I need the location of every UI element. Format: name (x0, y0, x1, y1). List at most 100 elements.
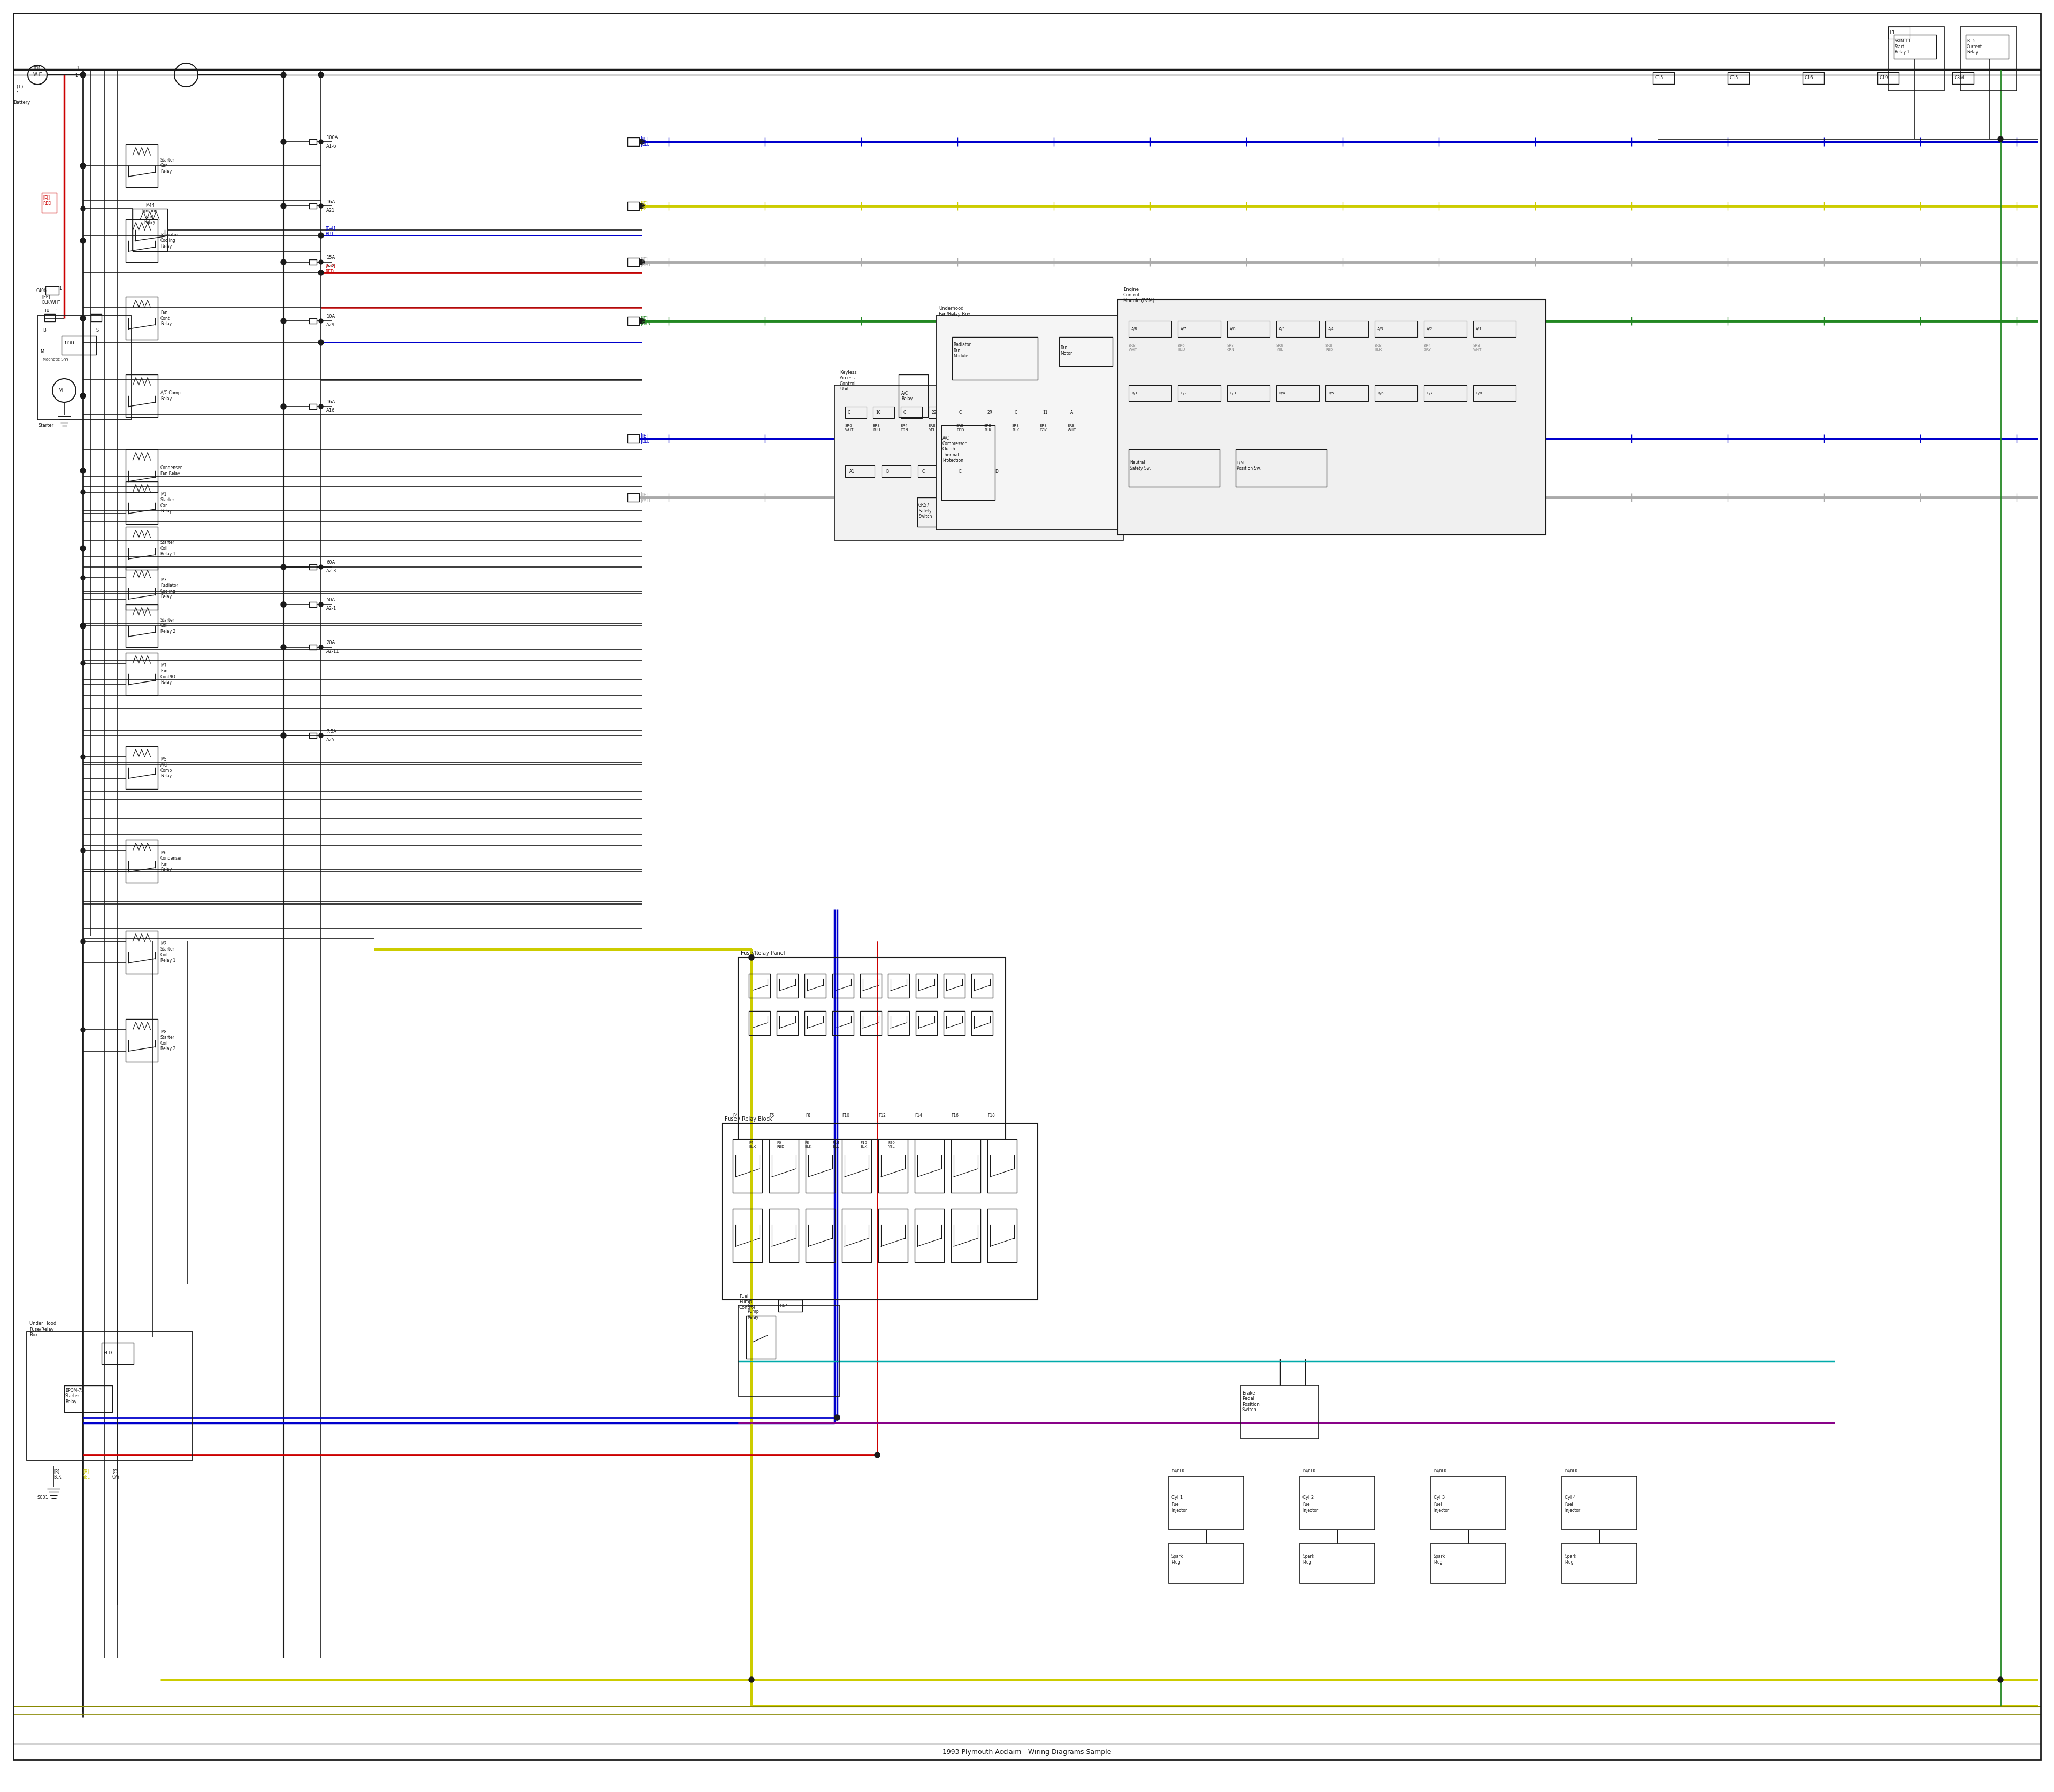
Text: B/6: B/6 (1378, 392, 1384, 394)
Text: A25: A25 (327, 737, 335, 742)
Bar (805, 1140, 836, 1193)
Bar (887, 1011, 910, 1036)
Text: Cyl 1: Cyl 1 (1171, 1495, 1183, 1500)
Text: 20A: 20A (327, 640, 335, 645)
Text: A/4: A/4 (1329, 328, 1335, 330)
Bar (1966, 34, 2009, 59)
Text: Underhood
Fan/Relay Box: Underhood Fan/Relay Box (939, 306, 969, 317)
Bar (1128, 321, 1171, 337)
Circle shape (639, 319, 645, 324)
Bar (125, 219, 158, 262)
Bar (1237, 450, 1327, 487)
Circle shape (875, 1452, 879, 1457)
Circle shape (80, 575, 84, 581)
Text: A16: A16 (327, 409, 335, 414)
Bar (776, 1011, 799, 1036)
Bar (861, 1011, 881, 1036)
Text: 1: 1 (55, 308, 58, 314)
Bar (990, 466, 1021, 477)
Text: Fuel
Injector: Fuel Injector (1565, 1502, 1580, 1512)
Bar (805, 1210, 836, 1262)
Text: 8R8
WHT: 8R8 WHT (1473, 344, 1481, 351)
Text: Under Hood
Fuse/Relay
Box: Under Hood Fuse/Relay Box (29, 1321, 55, 1337)
Bar (1276, 385, 1319, 401)
Text: C15: C15 (1653, 75, 1664, 81)
Text: 1: 1 (74, 73, 78, 77)
Text: B: B (885, 470, 889, 473)
Bar (1423, 385, 1467, 401)
Text: [EE]
BLK/WHT: [EE] BLK/WHT (41, 294, 60, 305)
Bar (842, 1140, 871, 1193)
Text: 8R8
CRN: 8R8 CRN (1226, 344, 1234, 351)
Bar (1169, 1477, 1243, 1530)
Circle shape (80, 315, 86, 321)
Text: C: C (848, 410, 850, 414)
Text: B/8: B/8 (1475, 392, 1483, 394)
Text: F16: F16 (951, 1113, 959, 1118)
Circle shape (281, 733, 286, 738)
Bar (125, 145, 158, 186)
Text: F18: F18 (988, 1113, 994, 1118)
Bar (310, 403, 316, 409)
Bar (125, 930, 158, 973)
Bar (1803, 72, 1824, 84)
Text: B: B (43, 328, 45, 333)
Text: [E]
GRN: [E] GRN (641, 315, 651, 326)
Bar (125, 745, 158, 788)
Bar (125, 652, 158, 695)
Text: A/C Comp
Relay: A/C Comp Relay (160, 391, 181, 401)
Text: Starter
Coil
Relay 2: Starter Coil Relay 2 (160, 618, 175, 634)
Bar (1128, 385, 1171, 401)
Text: Spark
Plug: Spark Plug (1565, 1554, 1575, 1564)
Circle shape (281, 202, 286, 208)
Circle shape (750, 1677, 754, 1683)
Bar (881, 466, 910, 477)
Text: A/C
Relay: A/C Relay (902, 391, 912, 401)
Text: A/8: A/8 (1132, 328, 1138, 330)
Text: A2-3: A2-3 (327, 568, 337, 573)
Text: Spark
Plug: Spark Plug (1171, 1554, 1183, 1564)
Circle shape (80, 468, 86, 473)
Text: C3M: C3M (1953, 75, 1964, 81)
Bar (1226, 385, 1269, 401)
Text: 10A: 10A (327, 314, 335, 319)
Bar (125, 482, 158, 525)
Bar (778, 1299, 803, 1312)
Text: [EJ]
RED: [EJ] RED (43, 195, 51, 206)
Text: B/7: B/7 (1428, 392, 1434, 394)
Bar (1276, 321, 1319, 337)
Bar (125, 840, 158, 883)
Bar (125, 604, 158, 647)
Text: 8R6
WHT: 8R6 WHT (844, 425, 854, 432)
Bar (834, 385, 1124, 539)
Bar (918, 498, 982, 527)
Circle shape (318, 140, 322, 143)
Text: [E]
WHT: [E] WHT (641, 256, 651, 267)
Text: A/C
Compressor
Clutch
Thermal
Protection: A/C Compressor Clutch Thermal Protection (943, 435, 967, 462)
Bar (750, 1011, 770, 1036)
Circle shape (318, 319, 322, 323)
Circle shape (318, 645, 322, 649)
Bar (1432, 1477, 1506, 1530)
Text: 8R8
BLK: 8R8 BLK (984, 425, 992, 432)
Circle shape (318, 340, 325, 346)
Bar (953, 337, 1037, 380)
Text: [B]
BLK: [B] BLK (53, 1469, 62, 1480)
Circle shape (281, 403, 286, 409)
Bar (1894, 34, 1937, 59)
Bar (768, 1140, 799, 1193)
Text: E: E (959, 470, 961, 473)
Circle shape (318, 564, 322, 570)
Bar (310, 733, 316, 738)
Text: 8R4
GRY: 8R4 GRY (1423, 344, 1432, 351)
Bar (41, 192, 58, 213)
Text: Keyless
Access
Control
Unit: Keyless Access Control Unit (840, 371, 857, 392)
Circle shape (318, 204, 322, 208)
Text: Spark
Plug: Spark Plug (1434, 1554, 1446, 1564)
Text: Fuse / Relay Block: Fuse / Relay Block (725, 1116, 772, 1122)
Circle shape (80, 1027, 84, 1032)
Text: 10: 10 (875, 410, 881, 414)
Bar (37, 315, 131, 419)
Text: Fuel
Injector: Fuel Injector (1171, 1502, 1187, 1512)
Text: B/5: B/5 (1329, 392, 1335, 394)
